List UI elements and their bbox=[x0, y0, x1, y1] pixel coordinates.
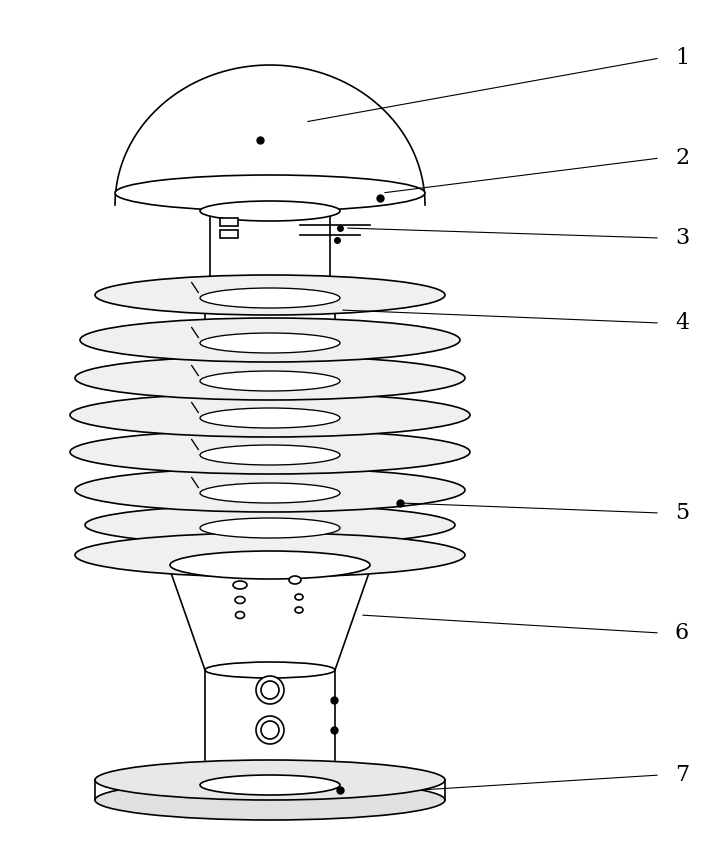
Ellipse shape bbox=[200, 371, 340, 391]
Ellipse shape bbox=[205, 662, 335, 678]
Ellipse shape bbox=[256, 676, 284, 704]
Text: 3: 3 bbox=[675, 227, 689, 249]
Ellipse shape bbox=[233, 581, 247, 589]
Ellipse shape bbox=[200, 288, 340, 308]
Ellipse shape bbox=[200, 445, 340, 465]
Ellipse shape bbox=[75, 533, 465, 577]
Ellipse shape bbox=[200, 483, 340, 503]
Ellipse shape bbox=[256, 716, 284, 744]
Ellipse shape bbox=[75, 468, 465, 512]
Ellipse shape bbox=[261, 681, 279, 699]
Ellipse shape bbox=[200, 775, 340, 795]
Bar bbox=[220, 230, 238, 238]
Ellipse shape bbox=[200, 333, 340, 353]
FancyArrowPatch shape bbox=[191, 439, 199, 449]
Ellipse shape bbox=[75, 356, 465, 400]
Ellipse shape bbox=[200, 408, 340, 428]
FancyArrowPatch shape bbox=[191, 403, 199, 413]
FancyArrowPatch shape bbox=[191, 365, 199, 376]
FancyArrowPatch shape bbox=[191, 327, 199, 338]
Ellipse shape bbox=[235, 596, 245, 603]
Ellipse shape bbox=[70, 430, 470, 474]
Ellipse shape bbox=[235, 612, 245, 619]
Ellipse shape bbox=[95, 275, 445, 315]
Ellipse shape bbox=[200, 201, 340, 221]
Text: 5: 5 bbox=[675, 502, 689, 524]
Ellipse shape bbox=[95, 760, 445, 800]
Ellipse shape bbox=[289, 576, 301, 584]
Ellipse shape bbox=[115, 175, 425, 211]
Ellipse shape bbox=[95, 780, 445, 820]
Ellipse shape bbox=[295, 594, 303, 600]
Text: 2: 2 bbox=[675, 147, 689, 169]
Ellipse shape bbox=[80, 318, 460, 362]
FancyArrowPatch shape bbox=[191, 477, 199, 487]
Text: 6: 6 bbox=[675, 622, 689, 644]
Ellipse shape bbox=[261, 721, 279, 739]
Ellipse shape bbox=[70, 393, 470, 437]
Text: 1: 1 bbox=[675, 47, 689, 69]
Ellipse shape bbox=[170, 551, 370, 579]
Text: 4: 4 bbox=[675, 312, 689, 334]
Text: 7: 7 bbox=[675, 764, 689, 786]
FancyArrowPatch shape bbox=[191, 283, 199, 293]
Ellipse shape bbox=[295, 607, 303, 613]
Bar bbox=[220, 218, 238, 226]
Ellipse shape bbox=[85, 505, 455, 545]
Ellipse shape bbox=[200, 518, 340, 538]
